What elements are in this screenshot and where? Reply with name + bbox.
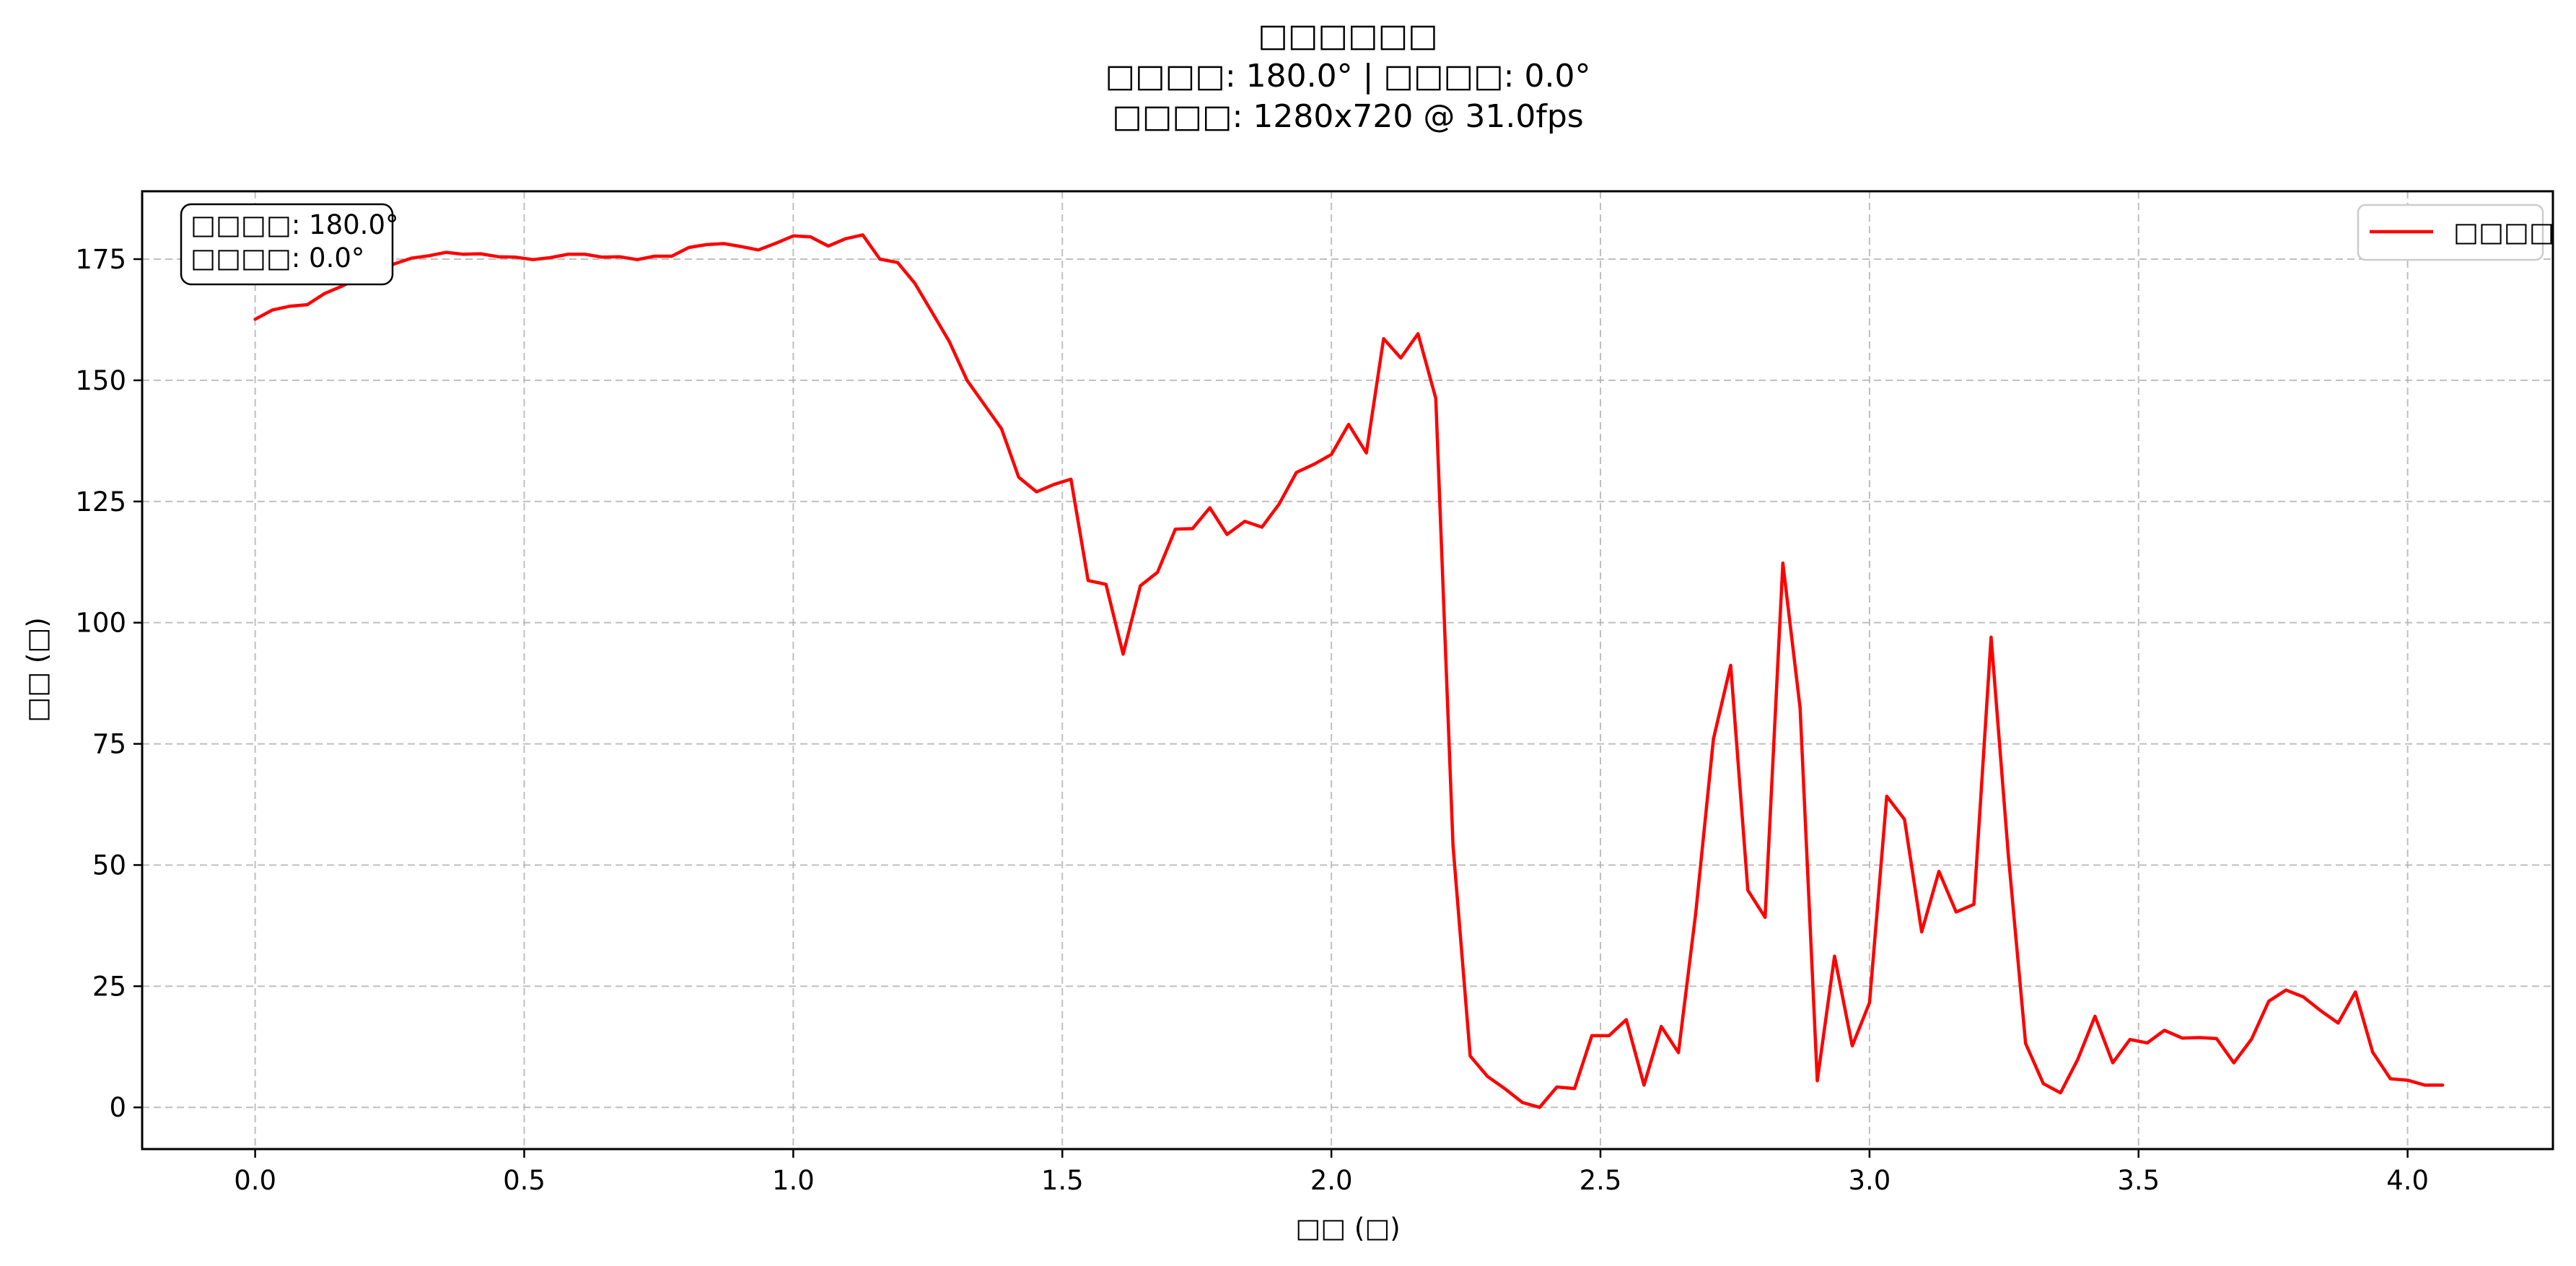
x-tick-label: 2.5 (1580, 1165, 1622, 1196)
x-tick-label: 1.5 (1041, 1165, 1084, 1196)
y-tick-label: 75 (92, 729, 126, 760)
chart-title-line-3: □□□□: 1280x720 @ 31.0fps (1112, 98, 1583, 135)
legend: □□□□ (2357, 204, 2554, 261)
y-tick-label: 25 (92, 971, 126, 1002)
axis-ticks: 0.0 0.5 1.0 1.5 2.0 2.5 3.0 3.5 4.0 0 25 50 75 100 125… (75, 244, 2429, 1196)
legend-label: □□□□ (2453, 217, 2554, 248)
y-tick-label: 175 (75, 244, 126, 275)
series-line (253, 233, 2445, 1109)
x-tick-label: 3.5 (2117, 1165, 2160, 1196)
chart-title-line-1: □□□□□□ (1258, 17, 1437, 54)
y-axis-label: □□ (□) (22, 617, 53, 723)
y-tick-label: 50 (92, 850, 126, 881)
x-tick-label: 1.0 (772, 1165, 815, 1196)
x-tick-label: 2.0 (1310, 1165, 1353, 1196)
info-box-frame (180, 203, 394, 286)
x-tick-label: 0.0 (234, 1165, 276, 1196)
info-box-line-2: □□□□: 0.0° (190, 243, 364, 274)
axes-frame (141, 190, 2554, 1151)
chart-title: □□□□□□ □□□□: 180.0° | □□□□: 0.0° □□□□: 1… (1105, 17, 1591, 135)
x-axis-label: □□ (□) (1295, 1213, 1401, 1244)
y-tick-label: 100 (75, 608, 126, 639)
y-tick-label: 0 (109, 1092, 126, 1123)
chart-title-line-2: □□□□: 180.0° | □□□□: 0.0° (1105, 58, 1591, 95)
x-tick-label: 4.0 (2386, 1165, 2429, 1196)
info-box-line-1: □□□□: 180.0° (190, 209, 398, 240)
plot-area (253, 233, 2445, 1109)
legend-frame (2357, 204, 2544, 261)
x-tick-label: 3.0 (1848, 1165, 1891, 1196)
y-tick-label: 150 (75, 365, 126, 396)
y-tick-label: 125 (75, 486, 126, 518)
x-tick-label: 0.5 (503, 1165, 546, 1196)
info-box: □□□□: 180.0° □□□□: 0.0° (180, 203, 398, 286)
